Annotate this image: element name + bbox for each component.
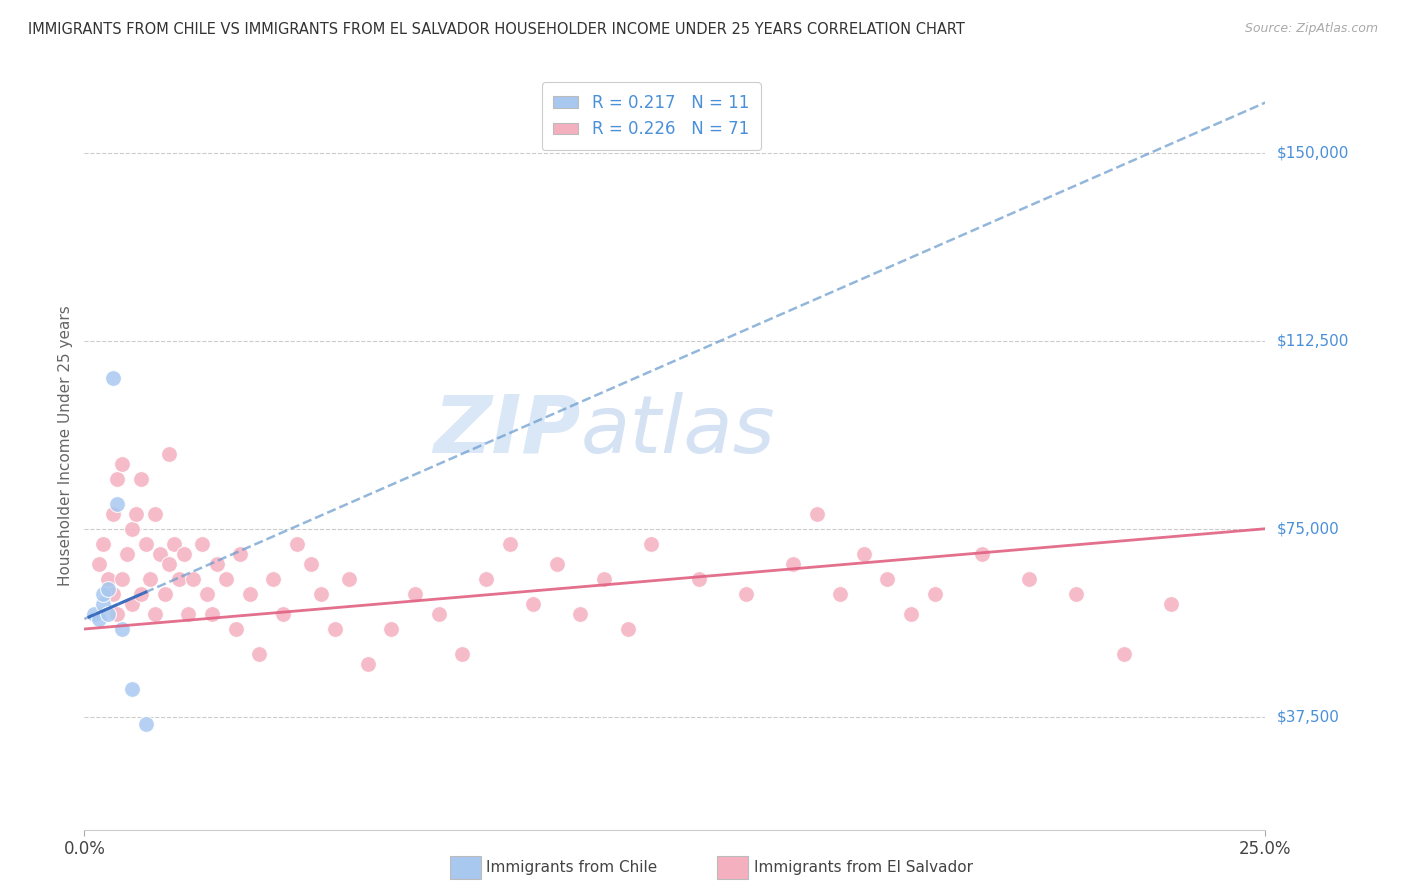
Point — [91, 597, 114, 611]
Point — [357, 657, 380, 672]
Point — [163, 537, 186, 551]
Point — [91, 537, 114, 551]
Point — [734, 587, 756, 601]
Point — [299, 557, 322, 571]
Point — [271, 607, 294, 621]
Text: Immigrants from Chile: Immigrants from Chile — [486, 861, 658, 875]
Point — [215, 572, 238, 586]
Point — [107, 472, 129, 486]
Point — [191, 537, 214, 551]
Point — [546, 557, 568, 571]
Text: $75,000: $75,000 — [1277, 521, 1340, 536]
Point — [404, 587, 426, 601]
Point — [101, 371, 124, 385]
Point — [125, 507, 148, 521]
Point — [101, 507, 124, 521]
Text: $150,000: $150,000 — [1277, 145, 1348, 161]
Point — [115, 547, 138, 561]
Point — [247, 647, 270, 661]
Point — [337, 572, 360, 586]
Point — [285, 537, 308, 551]
Point — [309, 587, 332, 601]
Point — [451, 647, 474, 661]
Point — [111, 457, 134, 471]
Point — [616, 622, 638, 636]
Point — [852, 547, 875, 561]
Point — [153, 587, 176, 601]
Point — [876, 572, 898, 586]
Y-axis label: Householder Income Under 25 years: Householder Income Under 25 years — [58, 306, 73, 586]
Point — [239, 587, 262, 601]
Point — [1066, 587, 1088, 601]
Point — [101, 587, 124, 601]
Point — [121, 522, 143, 536]
Point — [97, 607, 120, 621]
Point — [143, 507, 166, 521]
Text: IMMIGRANTS FROM CHILE VS IMMIGRANTS FROM EL SALVADOR HOUSEHOLDER INCOME UNDER 25: IMMIGRANTS FROM CHILE VS IMMIGRANTS FROM… — [28, 22, 965, 37]
Point — [380, 622, 402, 636]
Point — [135, 537, 157, 551]
Point — [121, 597, 143, 611]
Point — [1018, 572, 1040, 586]
Point — [167, 572, 190, 586]
Point — [129, 472, 152, 486]
Point — [1160, 597, 1182, 611]
Point — [143, 607, 166, 621]
Point — [522, 597, 544, 611]
Point — [688, 572, 710, 586]
Point — [111, 622, 134, 636]
Point — [229, 547, 252, 561]
Point — [782, 557, 804, 571]
Point — [640, 537, 662, 551]
Point — [107, 497, 129, 511]
Point — [139, 572, 162, 586]
Point — [195, 587, 218, 601]
Point — [427, 607, 450, 621]
Point — [924, 587, 946, 601]
Point — [806, 507, 828, 521]
Point — [83, 607, 105, 621]
Point — [157, 446, 180, 460]
Point — [970, 547, 993, 561]
Point — [87, 557, 110, 571]
Point — [181, 572, 204, 586]
Legend: R = 0.217   N = 11, R = 0.226   N = 71: R = 0.217 N = 11, R = 0.226 N = 71 — [541, 82, 761, 150]
Point — [111, 572, 134, 586]
Point — [135, 717, 157, 731]
Point — [97, 582, 120, 596]
Text: atlas: atlas — [581, 392, 775, 470]
Point — [498, 537, 520, 551]
Point — [201, 607, 224, 621]
Point — [830, 587, 852, 601]
Point — [107, 607, 129, 621]
Point — [129, 587, 152, 601]
Point — [225, 622, 247, 636]
Point — [475, 572, 498, 586]
Point — [569, 607, 592, 621]
Text: Immigrants from El Salvador: Immigrants from El Salvador — [754, 861, 973, 875]
Point — [900, 607, 922, 621]
Point — [323, 622, 346, 636]
Point — [157, 557, 180, 571]
Text: ZIP: ZIP — [433, 392, 581, 470]
Point — [149, 547, 172, 561]
Point — [593, 572, 616, 586]
Point — [177, 607, 200, 621]
Point — [121, 682, 143, 697]
Point — [87, 612, 110, 626]
Text: $37,500: $37,500 — [1277, 709, 1340, 724]
Point — [1112, 647, 1135, 661]
Text: Source: ZipAtlas.com: Source: ZipAtlas.com — [1244, 22, 1378, 36]
Point — [262, 572, 284, 586]
Point — [173, 547, 195, 561]
Text: $112,500: $112,500 — [1277, 334, 1348, 348]
Point — [91, 587, 114, 601]
Point — [205, 557, 228, 571]
Point — [97, 572, 120, 586]
